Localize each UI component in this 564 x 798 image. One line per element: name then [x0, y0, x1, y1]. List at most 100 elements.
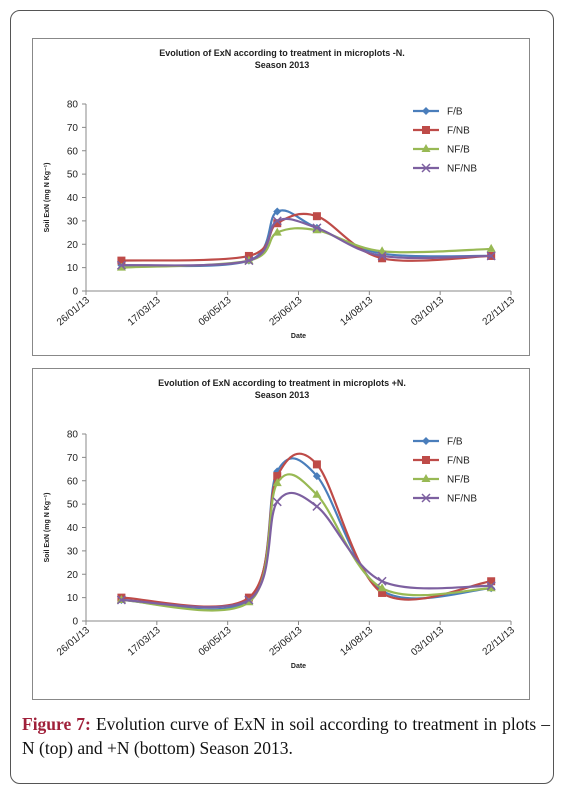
legend-label: F/NB	[447, 456, 470, 467]
x-tick-label: 06/05/13	[197, 625, 234, 659]
y-tick-label: 80	[67, 100, 79, 111]
legend-marker	[422, 437, 430, 445]
x-tick-label: 14/08/13	[338, 625, 375, 659]
y-tick-label: 30	[67, 216, 79, 227]
x-tick-label: 17/03/13	[126, 625, 163, 659]
data-point	[312, 225, 322, 234]
x-tick-label: 06/05/13	[197, 295, 234, 329]
data-point	[116, 262, 126, 271]
y-tick-label: 0	[72, 617, 78, 628]
legend-marker	[422, 107, 430, 115]
y-axis-label: Soil ExN (mg N Kg⁻¹)	[44, 163, 51, 233]
series-line	[121, 491, 492, 609]
legend-label: F/B	[447, 107, 463, 118]
data-point	[487, 577, 496, 586]
legend-marker	[422, 456, 430, 464]
legend-label: F/NB	[447, 126, 470, 137]
y-tick-label: 50	[67, 170, 79, 181]
chart-subtitle: Season 2013	[255, 60, 310, 70]
data-point	[312, 489, 322, 498]
y-tick-label: 60	[67, 476, 79, 487]
chart: Evolution of ExN according to treatment …	[32, 368, 530, 700]
series-line	[121, 217, 492, 267]
data-point	[116, 260, 126, 270]
x-tick-label: 17/03/13	[126, 295, 163, 329]
data-point	[272, 497, 282, 507]
data-point	[244, 256, 254, 266]
chart-subtitle: Season 2013	[255, 390, 310, 400]
legend-marker	[421, 163, 431, 173]
x-tick-label: 22/11/13	[481, 295, 518, 328]
chart: Evolution of ExN according to treatment …	[32, 38, 530, 356]
caption-label: Figure 7:	[22, 714, 91, 734]
x-axis-label: Date	[291, 333, 306, 340]
data-point	[244, 597, 254, 606]
y-tick-label: 40	[67, 193, 79, 204]
y-tick-label: 10	[67, 263, 79, 274]
data-point	[312, 460, 321, 469]
legend-marker	[421, 493, 431, 503]
data-point	[117, 256, 126, 265]
series-line	[121, 457, 492, 611]
y-tick-label: 10	[67, 593, 79, 604]
series-line	[121, 212, 492, 262]
data-point	[486, 251, 496, 261]
y-axis-label: Soil ExN (mg N Kg⁻¹)	[44, 493, 51, 563]
x-tick-label: 25/06/13	[268, 295, 305, 329]
data-point	[312, 472, 321, 481]
y-tick-label: 60	[67, 146, 79, 157]
data-point	[486, 243, 496, 252]
data-point	[378, 254, 387, 263]
y-tick-label: 70	[67, 453, 79, 464]
data-point	[116, 595, 126, 605]
y-tick-label: 50	[67, 500, 79, 511]
data-point	[272, 216, 282, 226]
data-point	[312, 212, 321, 221]
y-tick-label: 20	[67, 570, 79, 581]
caption-text: Evolution curve of ExN in soil according…	[22, 714, 551, 758]
data-point	[244, 595, 254, 605]
data-point	[486, 583, 496, 592]
data-point	[273, 219, 282, 228]
data-point	[273, 207, 282, 216]
legend-label: NF/NB	[447, 494, 477, 505]
caption: Figure 7: Evolution curve of ExN in soil…	[22, 712, 550, 760]
data-point	[272, 227, 282, 236]
y-tick-label: 30	[67, 546, 79, 557]
x-tick-label: 25/06/13	[268, 625, 305, 659]
series-line	[121, 473, 492, 612]
data-point	[486, 581, 496, 591]
data-point	[377, 246, 387, 255]
x-tick-label: 22/11/13	[481, 625, 518, 658]
x-tick-label: 03/10/13	[409, 625, 446, 659]
data-point	[312, 501, 322, 511]
data-point	[272, 478, 282, 487]
x-tick-label: 26/01/13	[55, 295, 92, 329]
legend-label: F/B	[447, 437, 463, 448]
y-tick-label: 20	[67, 240, 79, 251]
x-tick-label: 03/10/13	[409, 295, 446, 329]
legend-marker	[421, 144, 431, 152]
legend-marker	[422, 126, 430, 134]
data-point	[377, 576, 387, 586]
series-line	[121, 452, 492, 608]
legend-label: NF/B	[447, 145, 470, 156]
chart-title: Evolution of ExN according to treatment …	[159, 48, 405, 58]
legend-label: NF/NB	[447, 164, 477, 175]
x-tick-label: 14/08/13	[338, 295, 375, 329]
x-axis-label: Date	[291, 663, 306, 670]
y-tick-label: 70	[67, 123, 79, 134]
y-tick-label: 0	[72, 287, 78, 298]
y-tick-label: 80	[67, 430, 79, 441]
legend-marker	[421, 474, 431, 482]
figure-frame	[10, 10, 554, 784]
data-point	[377, 583, 387, 592]
data-point	[273, 472, 282, 481]
series-line	[121, 227, 492, 269]
y-tick-label: 40	[67, 523, 79, 534]
x-tick-label: 26/01/13	[55, 625, 92, 659]
chart-title: Evolution of ExN according to treatment …	[158, 378, 406, 388]
data-point	[378, 588, 387, 597]
legend-label: NF/B	[447, 475, 470, 486]
